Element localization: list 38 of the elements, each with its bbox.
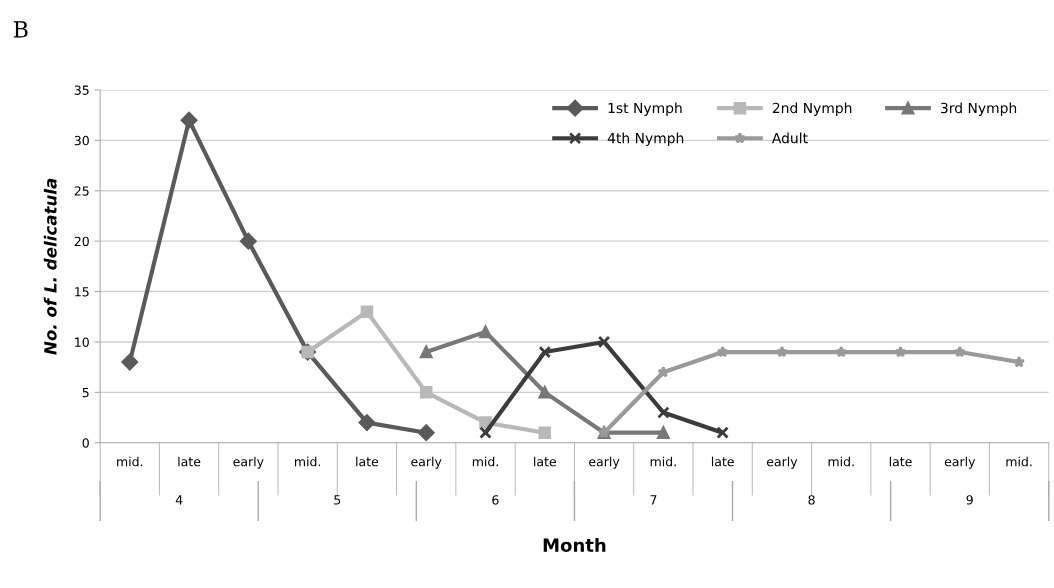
y-tick-label: 5 <box>82 388 89 398</box>
y-tick-label: 35 <box>74 85 89 95</box>
x-tick-label: mid. <box>117 456 143 467</box>
legend-label: Adult <box>771 132 808 144</box>
legend-label: 3rd Nymph <box>941 102 1017 116</box>
text: 9 <box>966 495 973 505</box>
x-tick-label: late <box>534 456 556 467</box>
y-tick-label: 30 <box>74 135 89 146</box>
y-tick-label: 20 <box>74 236 89 247</box>
x-tick-label: early <box>766 456 798 469</box>
x-tick-label: mid. <box>294 456 321 467</box>
x-tick-label: early <box>233 456 264 469</box>
x-tick-label: early <box>411 456 442 469</box>
x-tick-label: late <box>356 456 379 467</box>
x-tick-label: late <box>178 456 201 467</box>
x-tick-label: mid. <box>828 456 854 467</box>
legend-label: 4th Nymph <box>607 132 684 147</box>
y-tick-label: 10 <box>75 337 89 347</box>
x-tick-label: early <box>944 456 976 469</box>
text: 6 <box>492 495 499 505</box>
text: 7 <box>650 495 657 505</box>
x-tick-label: mid. <box>650 456 676 467</box>
x-tick-label: mid. <box>472 456 498 467</box>
y-tick-label: 25 <box>74 186 89 196</box>
y-tick-label: 15 <box>75 287 89 297</box>
chart-title: B <box>13 21 28 38</box>
x-tick-label: late <box>711 456 734 467</box>
x-tick-label: early <box>589 456 620 469</box>
y-tick-label: 0 <box>82 438 89 448</box>
x-tick-label: late <box>889 456 912 467</box>
y-axis-title: No. of L. delicatula <box>43 178 57 355</box>
text: 4 <box>175 495 183 505</box>
text: 5 <box>334 495 341 505</box>
x-axis-title: Month <box>543 538 606 552</box>
text: 8 <box>808 495 815 505</box>
legend-label: 2nd Nymph <box>772 102 852 116</box>
x-tick-label: mid. <box>1006 456 1032 467</box>
legend-label: 1st Nymph <box>608 102 682 116</box>
